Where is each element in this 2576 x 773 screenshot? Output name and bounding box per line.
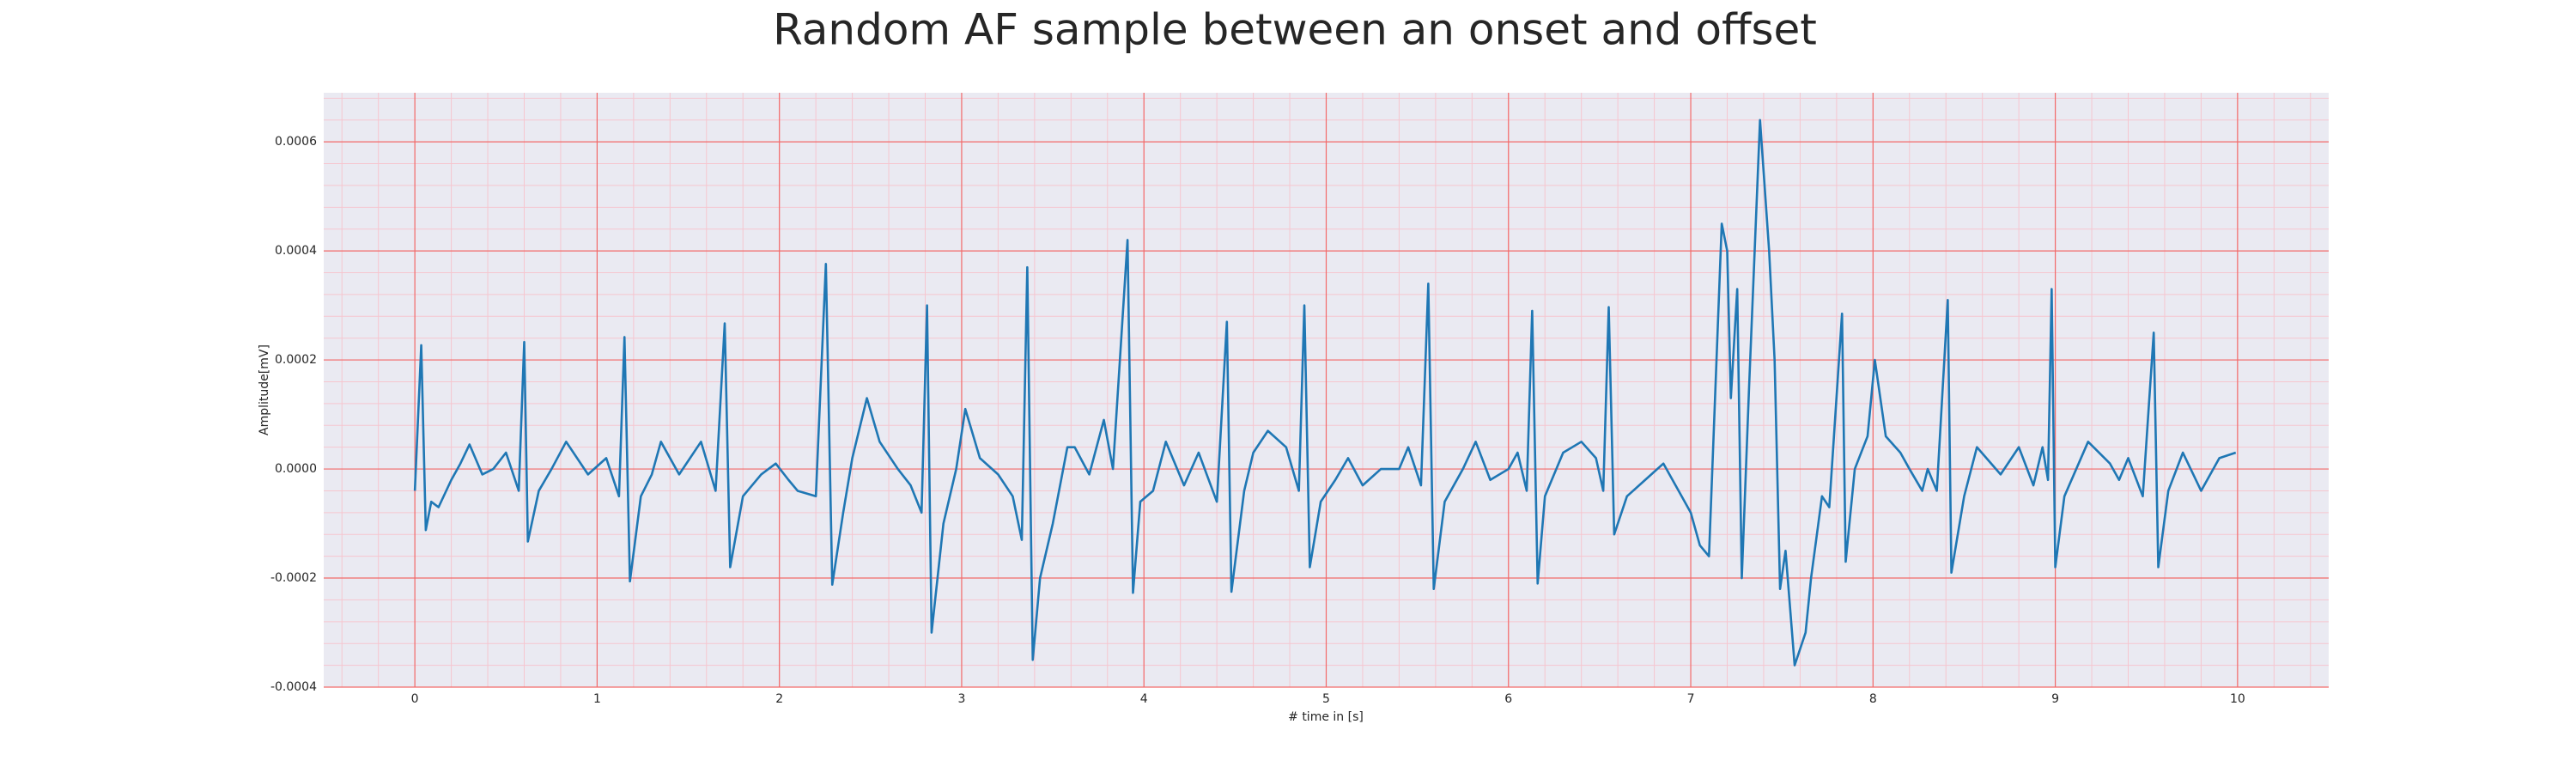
y-tick-label: -0.0004: [270, 680, 317, 694]
y-tick-label: -0.0002: [270, 571, 317, 585]
x-tick-label: 10: [2230, 692, 2245, 706]
y-tick-label: 0.0004: [275, 244, 317, 258]
x-tick-label: 5: [1322, 692, 1330, 706]
x-axis-label: # time in [s]: [1288, 710, 1364, 724]
x-tick-label: 8: [1869, 692, 1877, 706]
x-tick-label: 9: [2051, 692, 2059, 706]
x-tick-label: 1: [593, 692, 601, 706]
x-tick-label: 6: [1504, 692, 1512, 706]
y-tick-label: 0.0006: [275, 135, 317, 149]
x-tick-label: 0: [411, 692, 419, 706]
chart-title: Random AF sample between an onset and of…: [773, 5, 1817, 55]
y-axis-label: Amplitude[mV]: [258, 344, 271, 435]
x-tick-label: 7: [1687, 692, 1695, 706]
y-tick-label: 0.0002: [275, 353, 317, 367]
x-tick-label: 2: [775, 692, 783, 706]
x-tick-label: 4: [1140, 692, 1148, 706]
x-tick-label: 3: [957, 692, 965, 706]
y-tick-label: 0.0000: [275, 462, 317, 476]
signal-line: [413, 119, 2237, 666]
